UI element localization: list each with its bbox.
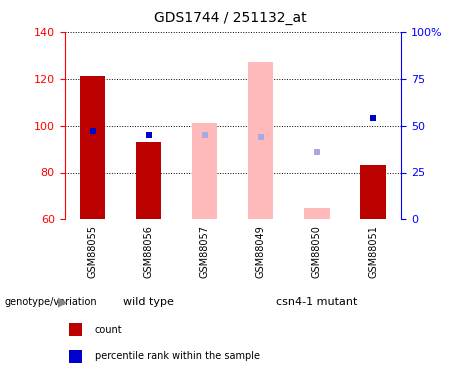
Bar [136,142,161,219]
Text: wild type: wild type [123,297,174,307]
Text: csn4-1 mutant: csn4-1 mutant [276,297,358,307]
Text: GSM88056: GSM88056 [144,225,154,278]
Text: genotype/variation: genotype/variation [5,297,97,307]
Text: GSM88051: GSM88051 [368,225,378,278]
Text: GSM88049: GSM88049 [256,225,266,278]
Text: GSM88055: GSM88055 [88,225,98,278]
Bar [192,123,218,219]
Text: GSM88057: GSM88057 [200,225,210,278]
Text: count: count [95,325,122,335]
Text: ▶: ▶ [58,296,67,308]
Text: percentile rank within the sample: percentile rank within the sample [95,351,260,361]
Text: GSM88050: GSM88050 [312,225,322,278]
Bar [304,208,330,219]
Bar [361,165,386,219]
Bar [248,62,273,219]
Text: GDS1744 / 251132_at: GDS1744 / 251132_at [154,11,307,25]
Bar [80,76,105,219]
